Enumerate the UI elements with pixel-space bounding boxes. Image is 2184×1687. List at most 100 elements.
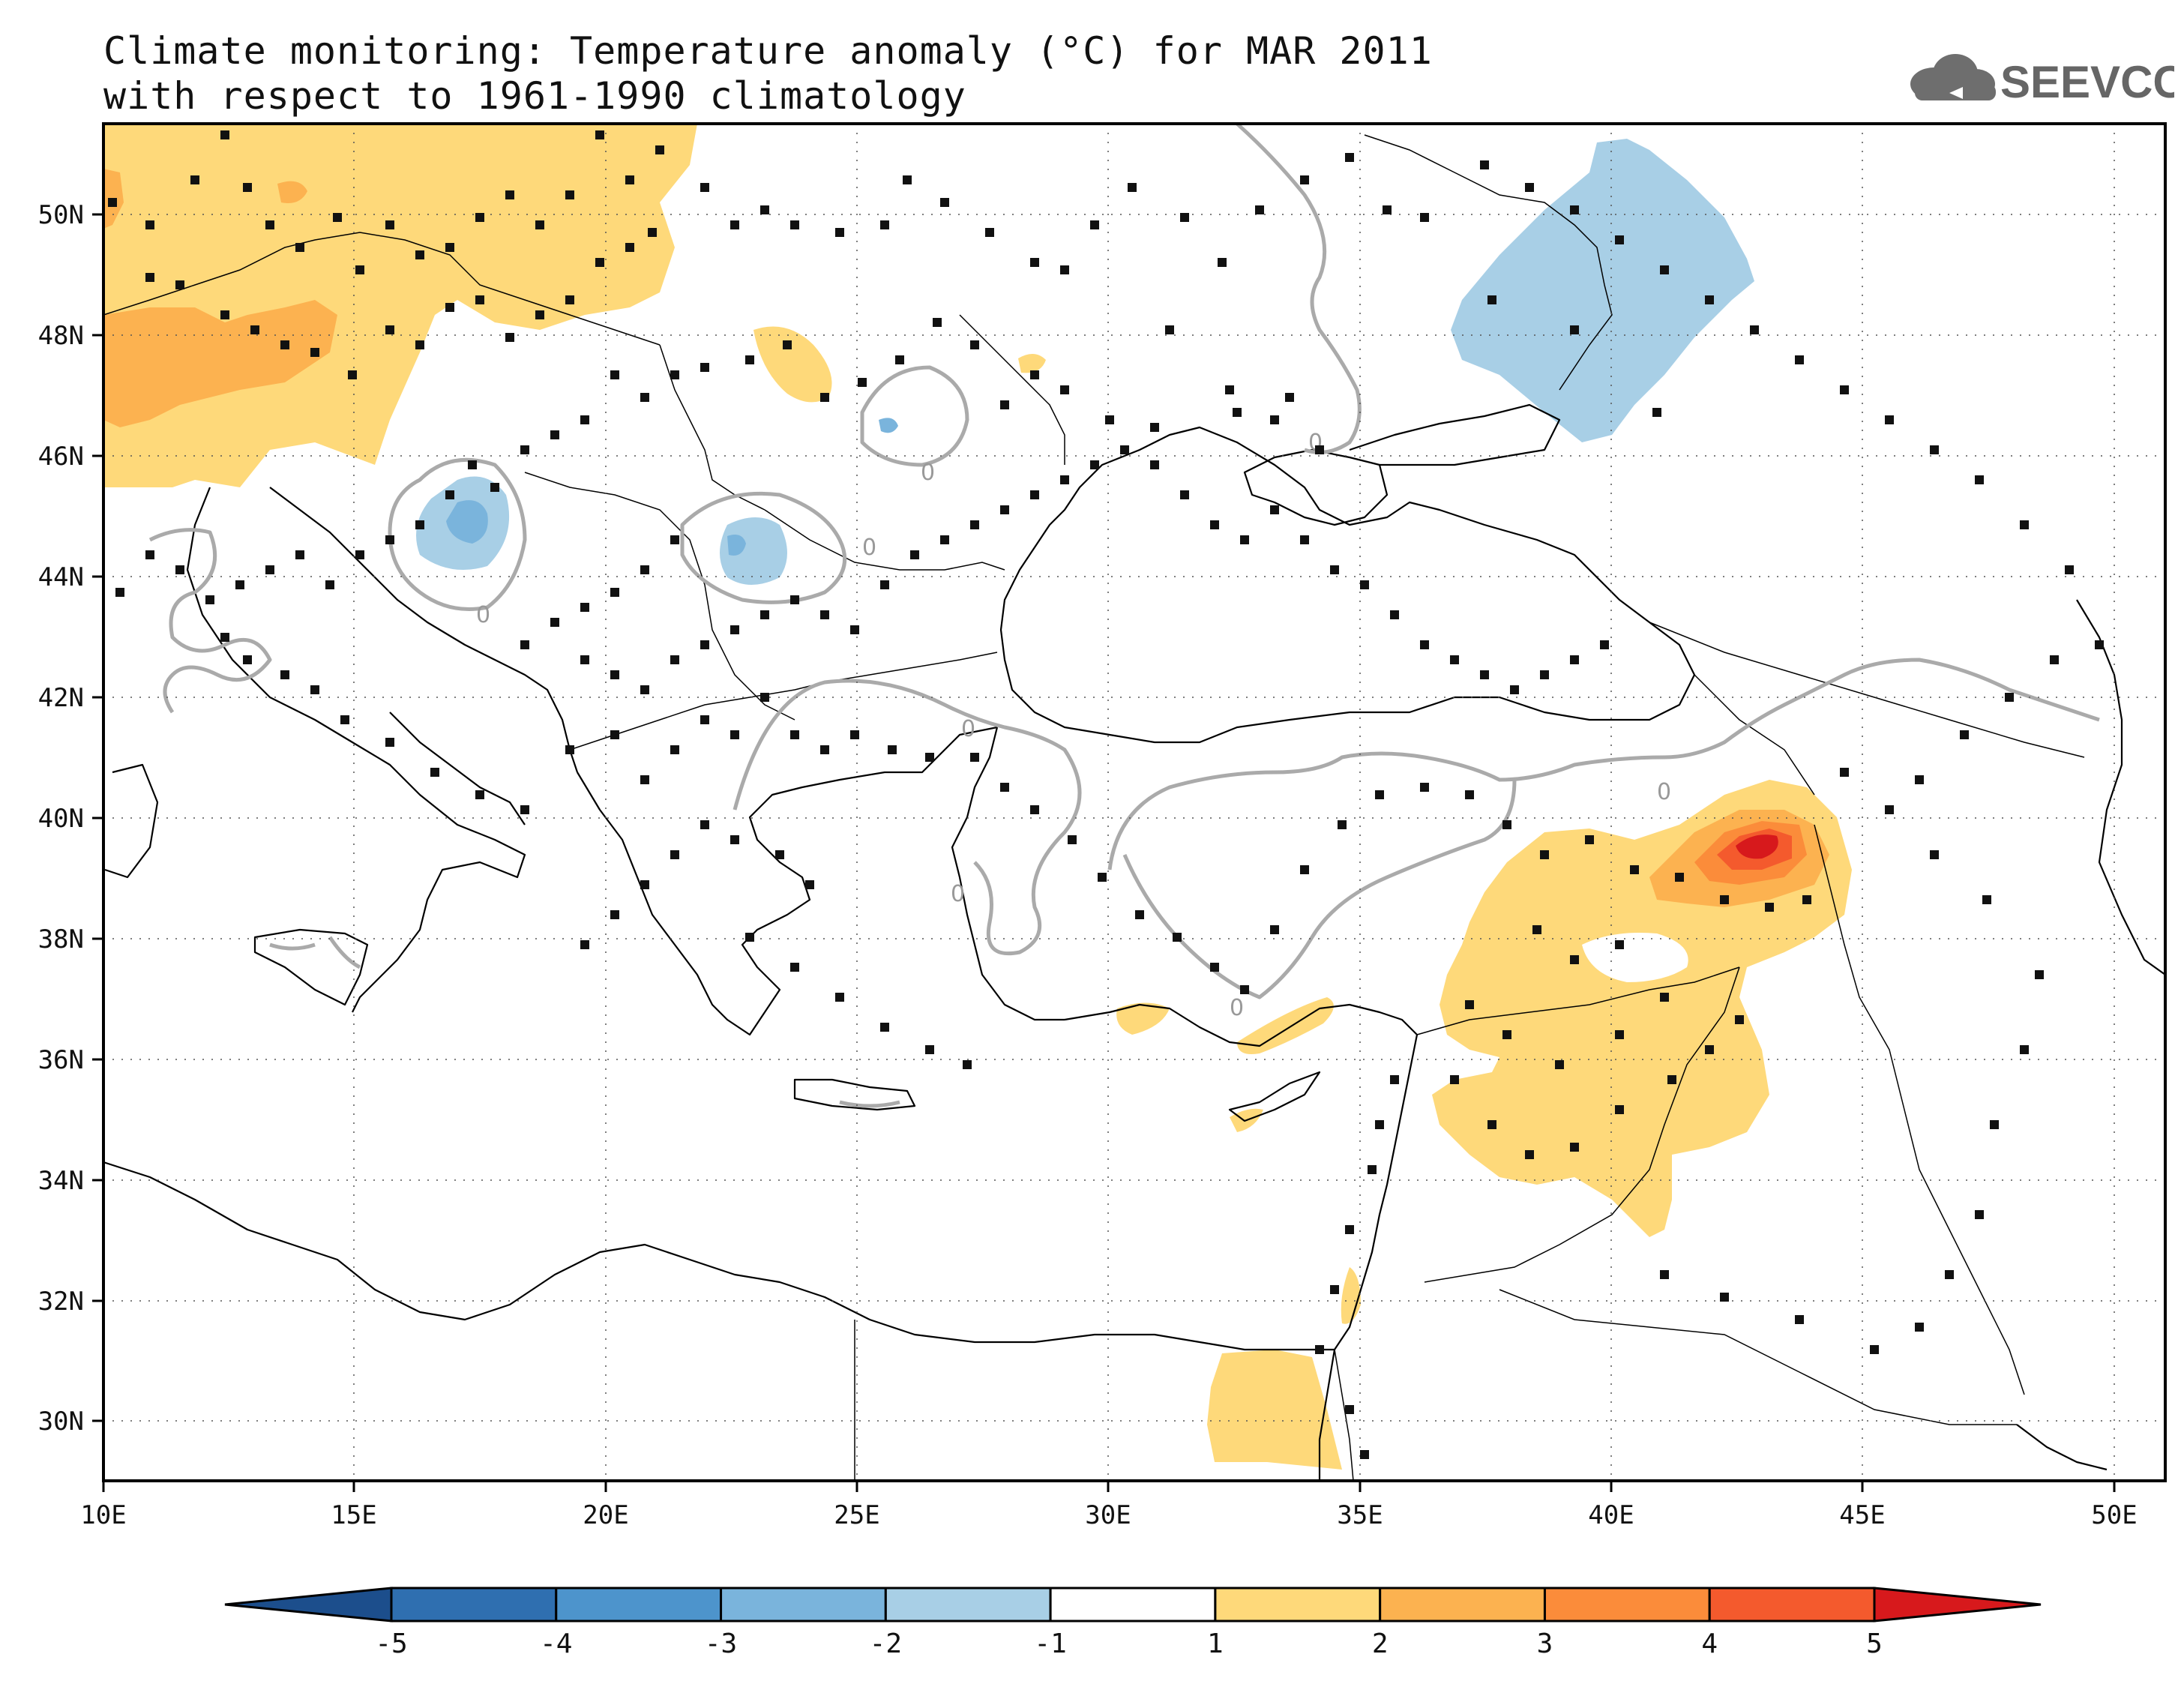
sicily-coast <box>253 928 369 1006</box>
station-marker <box>520 640 529 649</box>
station-marker <box>175 280 184 289</box>
x-tick-label: 45E <box>1839 1500 1885 1530</box>
station-marker <box>550 430 559 439</box>
station-marker <box>1870 1345 1879 1354</box>
cloud-icon <box>1910 54 1996 100</box>
station-marker <box>340 715 349 724</box>
station-marker <box>1660 993 1669 1002</box>
station-marker <box>595 130 604 139</box>
station-marker <box>625 243 634 252</box>
border-balkans-1 <box>524 472 795 721</box>
station-marker <box>520 805 529 814</box>
station-marker <box>445 303 454 312</box>
warm-anomaly-east-turkey-peak <box>1736 835 1778 859</box>
station-marker <box>115 588 124 597</box>
contour-label: 0 <box>476 602 490 628</box>
station-marker <box>1465 1000 1474 1009</box>
station-marker <box>775 850 784 859</box>
station-marker <box>670 535 679 544</box>
station-marker <box>670 745 679 754</box>
station-marker <box>1090 460 1099 469</box>
station-marker <box>265 220 274 229</box>
cyprus-coast <box>1228 1071 1321 1122</box>
colorbar-label: -3 <box>705 1629 737 1659</box>
station-marker <box>475 790 484 799</box>
station-marker <box>348 370 357 379</box>
station-marker <box>1030 258 1039 267</box>
station-marker <box>790 730 799 739</box>
colorbar-label: 2 <box>1372 1629 1389 1659</box>
station-marker <box>610 910 619 919</box>
x-tick-label: 50E <box>2091 1500 2137 1530</box>
north-africa-coast <box>103 1161 1335 1351</box>
station-marker <box>1060 265 1069 274</box>
station-marker <box>760 610 769 619</box>
station-marker <box>1120 445 1129 454</box>
station-marker <box>640 565 649 574</box>
station-marker <box>145 550 154 559</box>
y-tick-label: 50N <box>38 200 84 230</box>
station-marker <box>970 753 979 762</box>
station-marker <box>1570 955 1579 964</box>
station-marker <box>1660 265 1669 274</box>
greece-coast <box>577 726 998 1036</box>
station-marker <box>595 258 604 267</box>
colorbar-segment <box>1214 1587 1382 1623</box>
station-marker <box>670 370 679 379</box>
axis-ticks <box>92 213 2116 1492</box>
station-marker <box>1210 520 1219 529</box>
station-marker <box>1975 475 1984 484</box>
x-tick-label: 25E <box>834 1500 879 1530</box>
station-marker <box>445 243 454 252</box>
border-syria-iraq <box>1424 966 1740 1283</box>
colorbar-segment <box>555 1587 723 1623</box>
station-marker <box>1465 790 1474 799</box>
station-marker <box>1330 1285 1339 1294</box>
border-central-europe <box>103 232 661 346</box>
station-marker <box>1285 393 1294 402</box>
station-marker <box>1450 1075 1459 1084</box>
zero-contour-serbia <box>680 491 847 604</box>
station-marker <box>1345 153 1354 162</box>
colorbar-segment <box>720 1587 887 1623</box>
warm-anomaly-adana <box>1237 997 1334 1054</box>
station-marker <box>1240 985 1249 994</box>
colorbar-label: 1 <box>1207 1629 1224 1659</box>
contour-label: 0 <box>961 716 975 742</box>
station-marker <box>415 520 424 529</box>
warm-anomaly-east-turkey-hole <box>1582 933 1688 982</box>
station-marker <box>1315 445 1324 454</box>
station-marker <box>895 355 904 364</box>
border-iran-iraq <box>1814 824 2025 1395</box>
station-marker <box>1525 1150 1534 1159</box>
station-marker <box>880 580 889 589</box>
station-marker <box>295 243 304 252</box>
colorbar-label: 5 <box>1866 1629 1883 1659</box>
station-marker <box>1255 205 1264 214</box>
colorbar-segments <box>224 1587 2042 1623</box>
station-marker <box>1030 805 1039 814</box>
colorbar-arrow-high <box>1873 1587 2042 1623</box>
station-marker <box>2095 640 2104 649</box>
station-marker <box>1233 408 1242 417</box>
border-iraq-saudi <box>1499 1289 2017 1425</box>
station-marker <box>1487 295 1496 304</box>
station-marker <box>1510 685 1519 694</box>
station-marker <box>760 205 769 214</box>
station-marker <box>730 835 739 844</box>
station-marker <box>1330 565 1339 574</box>
station-marker <box>933 318 942 327</box>
station-marker <box>1555 1060 1564 1069</box>
station-marker <box>468 460 477 469</box>
station-marker <box>505 333 514 342</box>
zero-contour-crete <box>839 1100 900 1108</box>
station-marker <box>925 1045 934 1054</box>
station-marker <box>1300 865 1309 874</box>
station-marker <box>1585 835 1594 844</box>
station-marker <box>1615 1030 1624 1039</box>
station-marker <box>1300 535 1309 544</box>
station-marker <box>820 745 829 754</box>
x-tick-label: 35E <box>1337 1500 1383 1530</box>
y-tick-label: 38N <box>38 924 84 954</box>
